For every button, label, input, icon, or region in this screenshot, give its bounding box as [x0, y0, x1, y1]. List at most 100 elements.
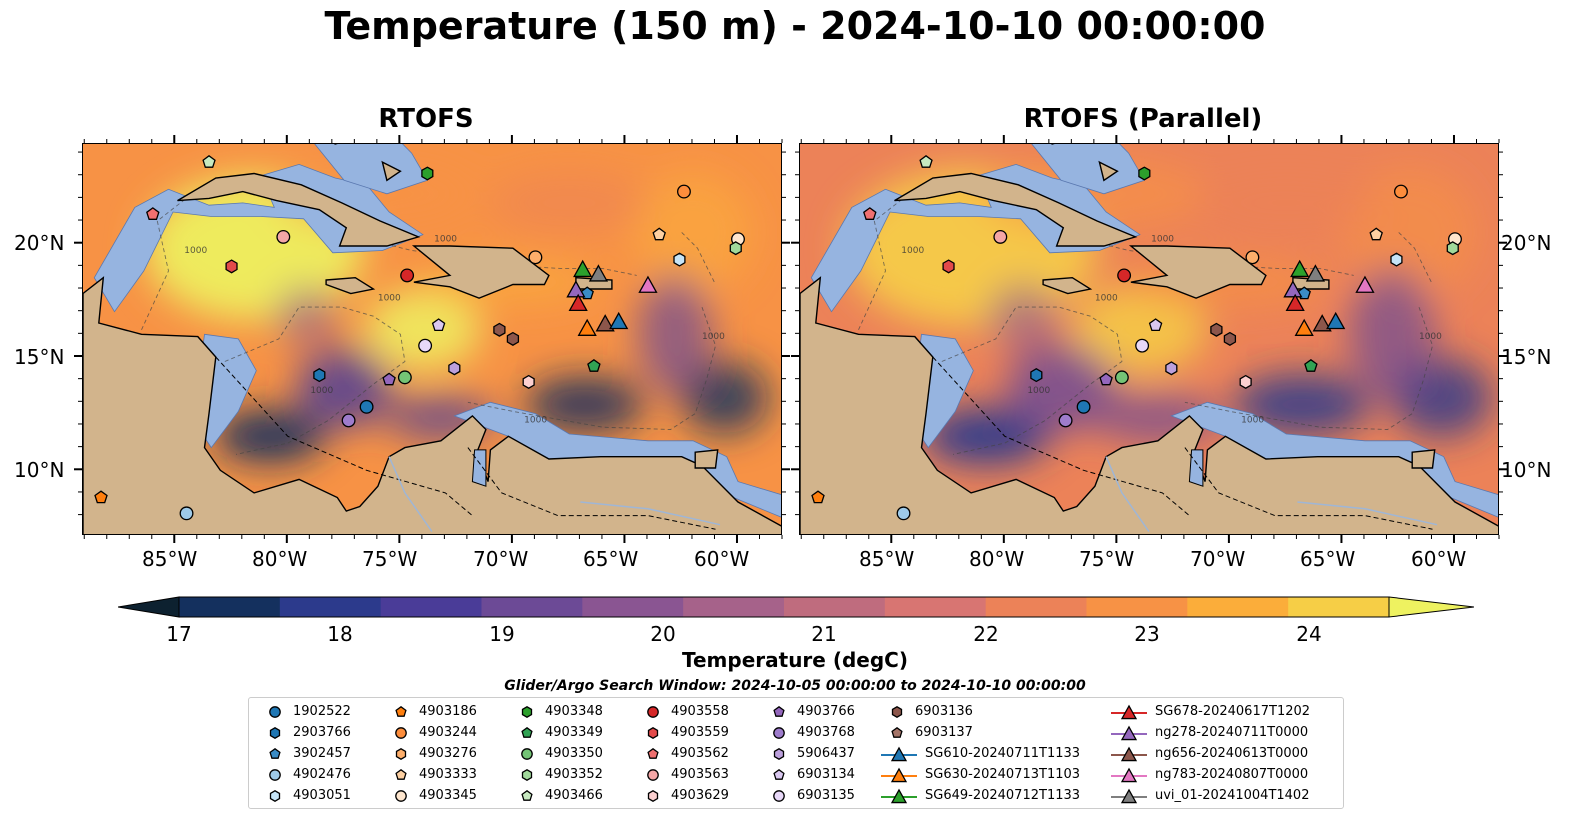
- legend-label: 4903559: [671, 725, 729, 740]
- colorbar-tick-19: 19: [489, 622, 515, 646]
- legend-marker-icon: [1111, 725, 1147, 741]
- colorbar-segment: [1187, 597, 1289, 617]
- lon-label-65w-parallel: 65°W: [1300, 547, 1356, 571]
- legend-label: 4903333: [419, 767, 477, 782]
- legend-label: 2903766: [293, 725, 351, 740]
- platform-marker-12: [1245, 250, 1260, 265]
- platform-marker-22: [493, 322, 506, 337]
- legend-symbol-icon: [773, 768, 785, 780]
- legend-marker-icon: [1111, 788, 1147, 804]
- platform-marker-30: [1285, 293, 1305, 312]
- legend-triangle-icon: [890, 767, 908, 783]
- platform-marker-33: [1312, 314, 1332, 332]
- legend-label: uvi_01-20241004T1402: [1155, 788, 1310, 803]
- legend-marker-icon: [395, 790, 407, 802]
- legend-symbol-icon: [395, 790, 407, 802]
- platform-marker-15: [1135, 338, 1150, 353]
- legend-marker-icon: [521, 726, 533, 738]
- legend-marker-icon: [891, 726, 903, 738]
- legend-label: 4903348: [545, 704, 603, 719]
- legend-marker-icon: [269, 790, 281, 802]
- observation-markers: [811, 154, 1462, 521]
- legend-symbol-icon: [773, 790, 785, 802]
- platform-marker-20: [1076, 399, 1091, 414]
- legend-marker-icon: [395, 705, 407, 717]
- panel-title-rtofs-parallel: RTOFS (Parallel): [1023, 104, 1263, 134]
- platform-marker-27: [573, 259, 593, 278]
- legend-marker-icon: [521, 748, 533, 760]
- legend-label: 4903276: [419, 746, 477, 761]
- platform-marker-5: [942, 259, 955, 274]
- platform-marker-11: [673, 252, 686, 267]
- land-masses: [83, 144, 781, 534]
- colorbar-tick-24: 24: [1296, 622, 1322, 646]
- lon-label-70w-parallel: 70°W: [1190, 547, 1246, 571]
- legend-label: 6903135: [797, 788, 855, 803]
- platform-marker-31: [638, 275, 658, 293]
- legend-marker-icon: [891, 706, 903, 718]
- svg-text:1000: 1000: [702, 332, 725, 342]
- legend-symbol-icon: [395, 705, 407, 717]
- legend-label: ng656-20240613T0000: [1155, 746, 1309, 761]
- platform-marker-20: [359, 399, 374, 414]
- svg-text:1000: 1000: [1241, 416, 1264, 426]
- legend-label: 3902457: [293, 746, 351, 761]
- colorbar-label: Temperature (degC): [682, 648, 908, 672]
- lon-label-85w-parallel: 85°W: [859, 547, 915, 571]
- colorbar-segment: [784, 597, 886, 617]
- colorbar-segment: [683, 597, 785, 617]
- platform-marker-8: [652, 227, 666, 241]
- platform-marker-1: [811, 490, 825, 504]
- colorbar-segment: [1288, 597, 1390, 617]
- legend-label: 6903136: [915, 704, 973, 719]
- platform-marker-13: [400, 268, 415, 283]
- legend-marker-icon: [1111, 746, 1147, 762]
- platform-marker-28: [588, 264, 609, 282]
- platform-marker-15: [418, 338, 433, 353]
- legend-label: 4903349: [545, 725, 603, 740]
- legend-marker-icon: [773, 748, 785, 760]
- legend-symbol-icon: [521, 748, 533, 760]
- legend-label: 5906437: [797, 746, 855, 761]
- legend-label: 4903563: [671, 767, 729, 782]
- legend-label: 4902476: [293, 767, 351, 782]
- legend-label: 4903766: [797, 704, 855, 719]
- platform-marker-32: [577, 318, 597, 336]
- legend-label: SG649-20240712T1133: [925, 788, 1081, 803]
- legend-symbol-icon: [269, 769, 281, 781]
- platform-marker-10: [1446, 241, 1459, 256]
- legend-symbol-icon: [891, 706, 903, 718]
- legend-label: ng783-20240807T0000: [1155, 767, 1309, 782]
- legend-label: 4903562: [671, 746, 729, 761]
- legend-symbol-icon: [269, 790, 281, 802]
- platform-marker-25: [587, 359, 601, 372]
- legend-marker-icon: [521, 769, 533, 781]
- legend-triangle-icon: [1120, 788, 1138, 804]
- platform-marker-17: [1099, 372, 1113, 386]
- platform-marker-6: [421, 166, 434, 181]
- lon-label-80w-parallel: 80°W: [969, 547, 1025, 571]
- legend-marker-icon: [773, 727, 785, 739]
- legend-marker-icon: [269, 769, 281, 781]
- platform-marker-27: [1290, 259, 1310, 278]
- svg-text:1000: 1000: [378, 293, 401, 303]
- colorbar-tick-18: 18: [327, 622, 353, 646]
- platform-marker-22: [1210, 322, 1223, 337]
- legend-marker-icon: [773, 705, 785, 717]
- legend-marker-icon: [773, 768, 785, 780]
- colorbar-segment: [582, 597, 684, 617]
- legend-label: 4903629: [671, 788, 729, 803]
- legend-marker-icon: [881, 767, 917, 783]
- platform-marker-29: [566, 280, 586, 298]
- legend-label: SG610-20240711T1133: [925, 746, 1081, 761]
- colorbar-tick-20: 20: [650, 622, 676, 646]
- platform-marker-5: [225, 259, 238, 274]
- legend-triangle-icon: [1120, 767, 1138, 783]
- legend-marker-icon: [521, 789, 533, 801]
- legend-marker-icon: [269, 727, 281, 739]
- legend-label: 4903051: [293, 788, 351, 803]
- platform-marker-24: [1239, 374, 1252, 389]
- colorbar: [117, 594, 1475, 620]
- platform-marker-34: [1326, 311, 1346, 330]
- platform-marker-23: [1223, 331, 1237, 346]
